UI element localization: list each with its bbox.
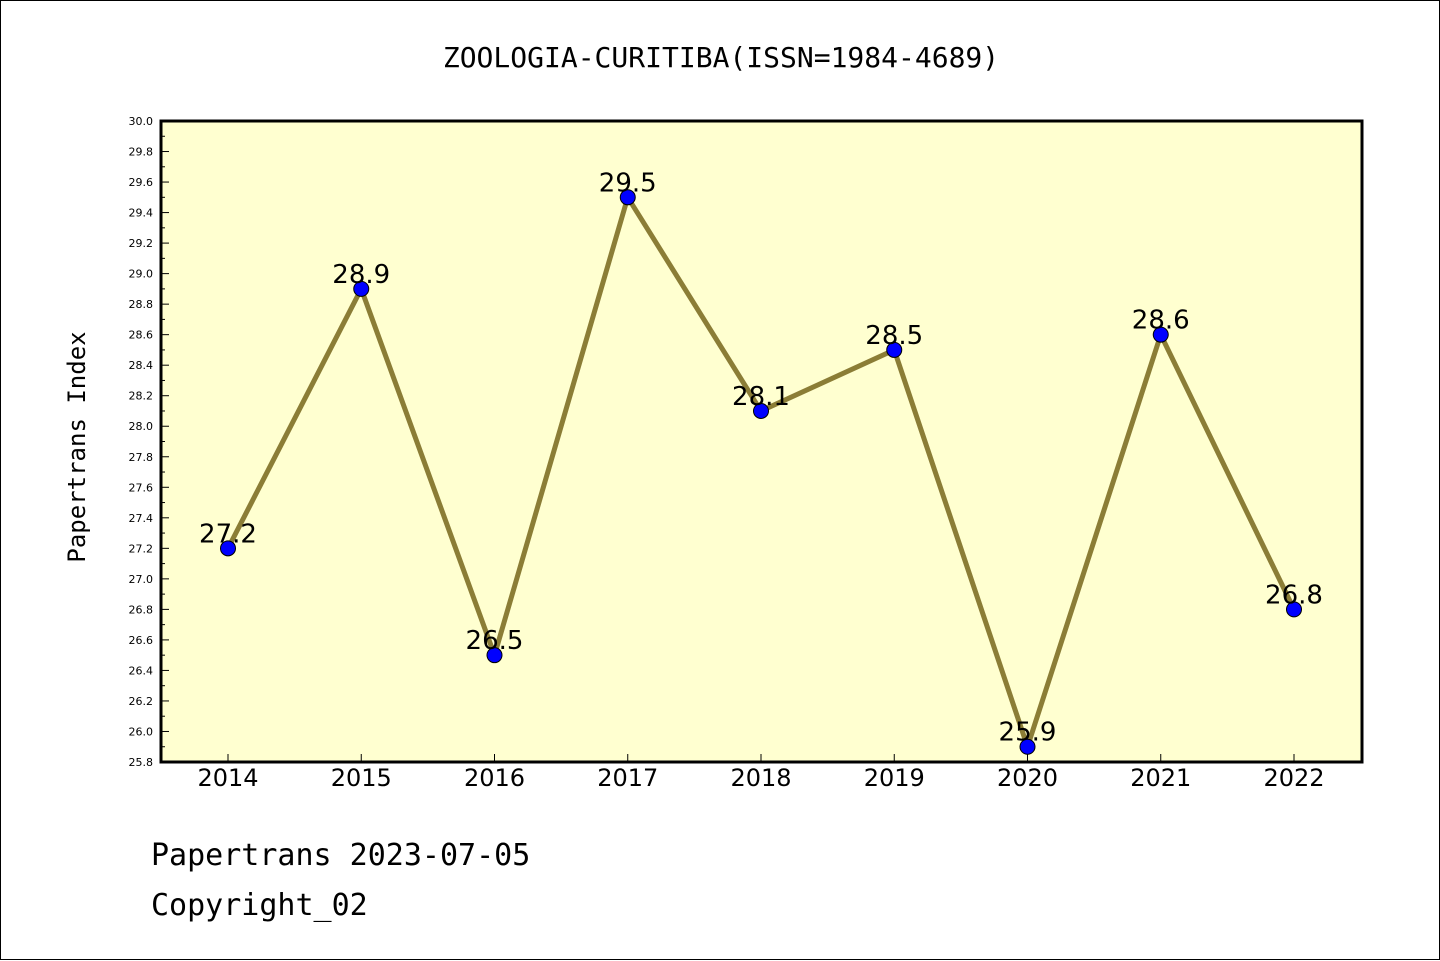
data-point [886, 341, 903, 358]
data-point [353, 280, 370, 297]
data-label: 28.9 [332, 260, 390, 290]
data-points [220, 189, 1302, 755]
x-tick-label: 2019 [864, 764, 925, 792]
y-tick-label: 29.0 [129, 268, 154, 281]
x-tick-label: 2021 [1130, 764, 1191, 792]
data-label: 26.5 [466, 626, 524, 656]
x-tick-label: 2022 [1263, 764, 1324, 792]
y-tick-label: 28.4 [129, 359, 154, 372]
y-axis-label: Papertrans Index [63, 331, 91, 562]
data-point [1152, 326, 1169, 343]
data-label: 26.8 [1265, 580, 1323, 610]
data-point [1286, 601, 1302, 618]
y-tick-label: 27.4 [129, 512, 154, 525]
y-tick-label: 27.2 [129, 542, 154, 555]
x-tick-label: 2017 [597, 764, 658, 792]
data-label: 27.2 [199, 519, 257, 549]
y-tick-label: 26.0 [129, 725, 154, 738]
x-tick-label: 2015 [331, 764, 392, 792]
data-label: 28.6 [1132, 306, 1190, 336]
y-tick-label: 25.8 [129, 756, 154, 769]
y-tick-label: 28.6 [129, 329, 154, 342]
y-tick-label: 26.4 [129, 664, 154, 677]
data-point [1019, 738, 1036, 755]
y-tick-label: 27.0 [129, 573, 154, 586]
footer-copyright: Copyright_02 [151, 888, 368, 923]
data-label: 29.5 [599, 168, 657, 198]
data-point [220, 540, 236, 557]
y-tick-label: 27.6 [129, 481, 154, 494]
y-tick-label: 29.8 [129, 146, 154, 159]
data-label: 25.9 [999, 718, 1057, 748]
x-tick-label: 2016 [464, 764, 525, 792]
y-tick-label: 28.8 [129, 298, 154, 311]
y-tick-label: 26.6 [129, 634, 154, 647]
y-tick-label: 29.2 [129, 237, 154, 250]
y-tick-label: 29.6 [129, 176, 154, 189]
y-tick-label: 26.2 [129, 695, 154, 708]
y-tick-label: 29.4 [129, 207, 154, 220]
footer-date: Papertrans 2023-07-05 [151, 838, 530, 873]
y-axis: 25.8 26.0 26.2 26.4 26.6 26.8 27.0 27.2 27.4 27.6… [129, 115, 169, 769]
y-tick-label: 27.8 [129, 451, 154, 464]
data-point [619, 189, 636, 206]
y-tick-label: 28.2 [129, 390, 154, 403]
x-axis: 2014 2015 2016 2017 2018 2019 2020 2021 2022 [197, 754, 1325, 792]
data-point [486, 647, 503, 664]
x-tick-label: 2014 [197, 764, 258, 792]
data-point [753, 402, 769, 419]
chart-title: ZOOLOGIA-CURITIBA(ISSN=1984-4689) [443, 41, 999, 74]
x-tick-label: 2020 [997, 764, 1058, 792]
plot-area [159, 119, 1364, 764]
data-label: 28.5 [865, 321, 923, 351]
y-tick-label: 30.0 [129, 115, 154, 128]
y-tick-label: 26.8 [129, 603, 154, 616]
data-label: 28.1 [732, 382, 790, 412]
data-labels: 27.2 28.9 26.5 29.5 28.1 28.5 25.9 28.6 26.8 [199, 168, 1323, 747]
x-tick-label: 2018 [730, 764, 791, 792]
y-tick-label: 28.0 [129, 420, 154, 433]
